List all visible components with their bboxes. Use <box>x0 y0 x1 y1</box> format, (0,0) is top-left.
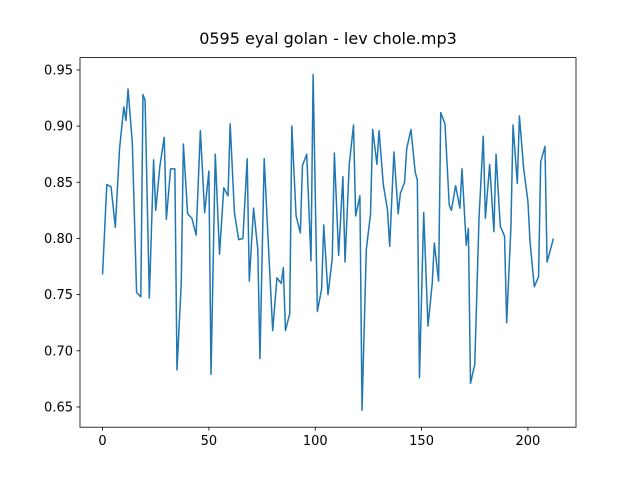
y-tick-label: 0.65 <box>44 400 73 415</box>
plot-frame <box>79 57 577 428</box>
y-tick-label: 0.80 <box>44 232 73 247</box>
x-tick-label: 0 <box>98 434 106 449</box>
x-tick-label: 200 <box>516 434 541 449</box>
x-tick-label: 100 <box>303 434 328 449</box>
y-tick-label: 0.70 <box>44 344 73 359</box>
chart-title: 0595 eyal golan - lev chole.mp3 <box>199 29 457 48</box>
x-tick-label: 150 <box>409 434 434 449</box>
y-tick-label: 0.95 <box>44 63 73 78</box>
y-tick-label: 0.85 <box>44 176 73 191</box>
y-tick-label: 0.75 <box>44 288 73 303</box>
x-tick-label: 50 <box>201 434 218 449</box>
y-tick-label: 0.90 <box>44 120 73 135</box>
data-line <box>101 73 555 412</box>
